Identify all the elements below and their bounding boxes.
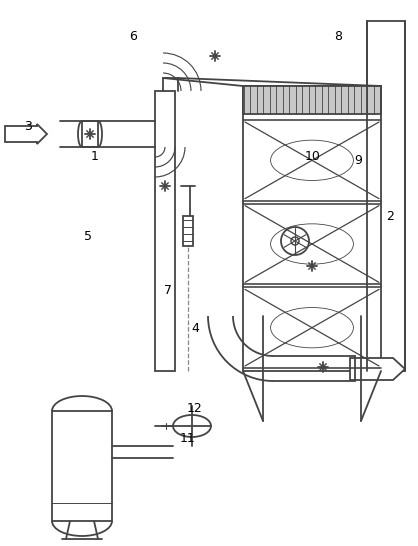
Bar [183,216,193,246]
FancyArrow shape [5,124,47,144]
Bar [82,121,98,147]
Text: 1: 1 [91,150,99,163]
Text: 12: 12 [187,401,203,414]
Text: 9: 9 [354,155,362,168]
Circle shape [281,227,309,255]
Bar [155,91,175,371]
Text: 10: 10 [305,150,321,163]
Bar [52,411,112,521]
Text: 11: 11 [180,431,196,444]
Text: 7: 7 [164,284,172,298]
Text: 5: 5 [84,229,92,242]
Bar [243,86,381,114]
Text: 8: 8 [334,29,342,43]
FancyArrow shape [350,358,405,380]
Text: 2: 2 [386,210,394,223]
Text: 3: 3 [24,120,32,133]
Bar [243,86,381,371]
Text: 6: 6 [129,29,137,43]
Text: 4: 4 [191,322,199,335]
Circle shape [291,237,299,245]
Ellipse shape [173,415,211,437]
Bar [367,21,405,371]
